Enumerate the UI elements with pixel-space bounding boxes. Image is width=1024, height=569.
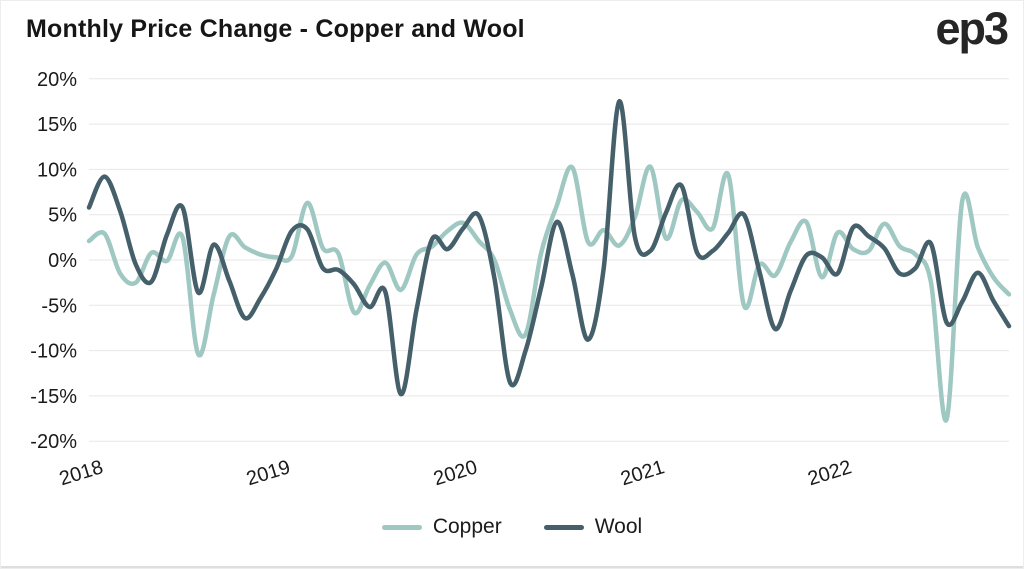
wool-line-swatch xyxy=(543,524,584,530)
legend-label-wool: Wool xyxy=(594,515,643,538)
y-tick-label: 15% xyxy=(37,114,77,136)
legend-label-copper: Copper xyxy=(432,515,502,538)
x-tick-label: 2019 xyxy=(244,456,293,490)
x-tick-label: 2020 xyxy=(431,456,480,490)
page-title: Monthly Price Change - Copper and Wool xyxy=(26,15,525,43)
copper-line xyxy=(86,164,1012,423)
chart-legend: Copper Wool xyxy=(1,515,1023,539)
y-tick-label: 5% xyxy=(48,205,77,227)
price-change-line-chart: 20% 15% 10% 5% 0% -5% -10% -15% -20% 2018 2019 2020… xyxy=(30,69,1012,490)
y-tick-label: 10% xyxy=(37,159,77,181)
x-tick-label: 2021 xyxy=(618,456,667,490)
y-tick-label: 0% xyxy=(48,250,77,272)
x-tick-label: 2018 xyxy=(57,456,106,490)
wool-line xyxy=(86,99,1012,397)
legend-item-copper: Copper xyxy=(381,515,502,539)
y-tick-label: -5% xyxy=(41,295,77,317)
ep3-logo: ep3 xyxy=(935,3,1009,54)
legend-item-wool: Wool xyxy=(543,515,643,539)
y-tick-label: -15% xyxy=(30,386,77,408)
copper-line-swatch xyxy=(381,524,422,530)
y-tick-label: -10% xyxy=(30,341,77,363)
bottom-divider xyxy=(1,566,1023,568)
y-tick-label: -20% xyxy=(30,431,77,453)
x-tick-label: 2022 xyxy=(805,456,854,490)
y-tick-label: 20% xyxy=(37,69,77,91)
